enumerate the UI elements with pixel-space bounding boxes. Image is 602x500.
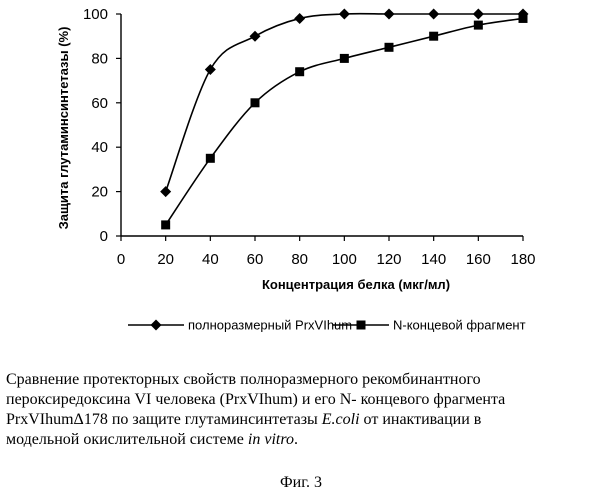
caption-in-vitro: in vitro <box>248 431 294 448</box>
series-line <box>166 14 523 192</box>
caption-line-1: Сравнение протекторных свойств полноразм… <box>6 370 598 390</box>
data-point <box>339 9 350 20</box>
chart: 0 20 40 60 80 100 120 140 160 180 0 20 40 60 80 100 Защ… <box>0 0 602 360</box>
y-tick-label: 100 <box>83 6 108 23</box>
legend: полноразмерный PrxVIhum N-концевой фрагме… <box>128 318 526 333</box>
series-layer <box>160 9 528 230</box>
data-point <box>161 220 170 229</box>
legend-item-2: N-концевой фрагмент <box>333 318 526 333</box>
y-tick-label: 20 <box>91 184 108 201</box>
data-point <box>474 21 483 30</box>
x-tick-label: 0 <box>117 251 125 268</box>
legend-item-1: полноразмерный PrxVIhum <box>128 318 352 333</box>
caption-organism: E.coli <box>322 411 360 428</box>
y-tick-label: 80 <box>91 50 108 67</box>
legend-label: полноразмерный PrxVIhum <box>188 318 352 333</box>
series-1 <box>160 9 528 198</box>
data-point <box>295 67 304 76</box>
caption-line-4: модельной окислительной системе in vitro… <box>6 430 598 450</box>
data-point <box>160 186 171 197</box>
x-axis-title: Концентрация белка (мкг/мл) <box>262 277 450 292</box>
x-tick-label: 60 <box>247 251 264 268</box>
data-point <box>251 98 260 107</box>
tick-labels: 0 20 40 60 80 100 120 140 160 180 0 20 40 60 80 100 <box>83 6 536 268</box>
caption-line-3: PrxVIhumΔ178 по защите глутаминсинтетазы… <box>6 410 598 430</box>
data-point <box>294 13 305 24</box>
x-tick-label: 120 <box>376 251 401 268</box>
x-tick-label: 140 <box>421 251 446 268</box>
legend-label: N-концевой фрагмент <box>393 318 526 333</box>
series-2 <box>161 14 527 229</box>
caption-text: PrxVIhumΔ178 по защите глутаминсинтетазы <box>6 411 322 428</box>
data-point <box>473 9 484 20</box>
x-tick-label: 20 <box>157 251 174 268</box>
y-tick-label: 40 <box>91 139 108 156</box>
data-point <box>428 9 439 20</box>
y-axis-title: Защита глутаминсинтетазы (%) <box>56 27 71 230</box>
data-point <box>384 9 395 20</box>
data-point <box>205 64 216 75</box>
caption-line-2: пероксиредоксина VI человека (PrxVIhum) … <box>6 390 598 410</box>
data-point <box>385 43 394 52</box>
data-point <box>250 31 261 42</box>
y-tick-label: 60 <box>91 95 108 112</box>
figure-caption: Сравнение протекторных свойств полноразм… <box>6 370 598 450</box>
x-tick-label: 40 <box>202 251 219 268</box>
caption-text: модельной окислительной системе <box>6 431 248 448</box>
data-point <box>340 54 349 63</box>
x-tick-label: 160 <box>466 251 491 268</box>
caption-text: . <box>294 431 298 448</box>
legend-marker <box>151 320 162 331</box>
figure-label: Фиг. 3 <box>0 474 602 492</box>
data-point <box>429 32 438 41</box>
data-point <box>519 14 528 23</box>
legend-marker <box>357 321 366 330</box>
x-tick-label: 80 <box>291 251 308 268</box>
x-tick-label: 100 <box>332 251 357 268</box>
data-point <box>206 154 215 163</box>
y-tick-label: 0 <box>100 228 108 245</box>
caption-text: от инактивации в <box>360 411 482 428</box>
x-tick-label: 180 <box>510 251 535 268</box>
series-line <box>166 18 523 224</box>
